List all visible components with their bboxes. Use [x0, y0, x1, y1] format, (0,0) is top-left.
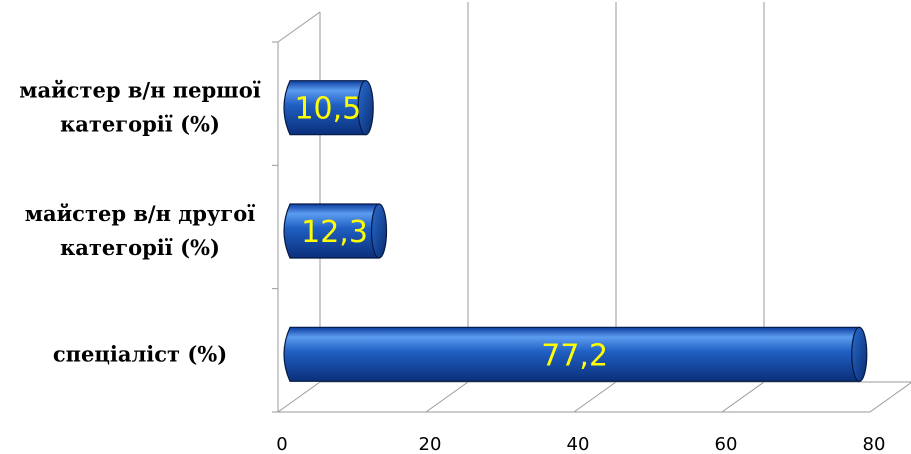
data-label: 12,3 — [301, 215, 368, 250]
category-label-line: майстер в/н другої — [25, 201, 256, 226]
label-layer: 10,5 майстер в/н першої категорії (%) 12,3 м… — [19, 78, 608, 374]
x-tick-label: 0 — [276, 434, 287, 454]
category-label: майстер в/н першої категорії (%) — [19, 78, 261, 137]
bar-end-cap — [357, 80, 374, 136]
category-label-line: майстер в/н першої — [19, 78, 261, 103]
bar — [283, 203, 388, 259]
category-label: спеціаліст (%) — [53, 341, 227, 366]
bar — [283, 326, 868, 382]
bar-body — [283, 203, 380, 259]
bar — [283, 80, 374, 136]
axis-layer: 0 20 40 60 80 — [272, 41, 886, 454]
floor-gridline — [425, 381, 469, 413]
category-label-line: категорії (%) — [60, 235, 220, 260]
x-tick-label: 80 — [863, 434, 886, 454]
bar-end-cap — [370, 203, 388, 259]
floor-gridline — [869, 382, 911, 413]
x-tick-label: 60 — [715, 434, 738, 454]
x-tick-label: 40 — [567, 434, 590, 454]
floor-gridline — [277, 381, 321, 413]
category-label-line: категорії (%) — [60, 112, 220, 137]
floor-gridline — [573, 381, 617, 413]
category-label: майстер в/н другої категорії (%) — [25, 201, 256, 260]
data-label: 77,2 — [541, 338, 608, 373]
wall-top-edge — [277, 11, 321, 43]
bar-body — [283, 80, 367, 136]
floor-gridline — [721, 381, 765, 413]
bar-body — [283, 326, 860, 382]
category-label-line: спеціаліст (%) — [53, 341, 227, 366]
bar-layer — [283, 80, 868, 382]
bar-end-cap — [851, 326, 868, 382]
data-label: 10,5 — [294, 92, 361, 127]
x-tick-label: 20 — [419, 434, 442, 454]
grid-layer — [277, 2, 911, 413]
